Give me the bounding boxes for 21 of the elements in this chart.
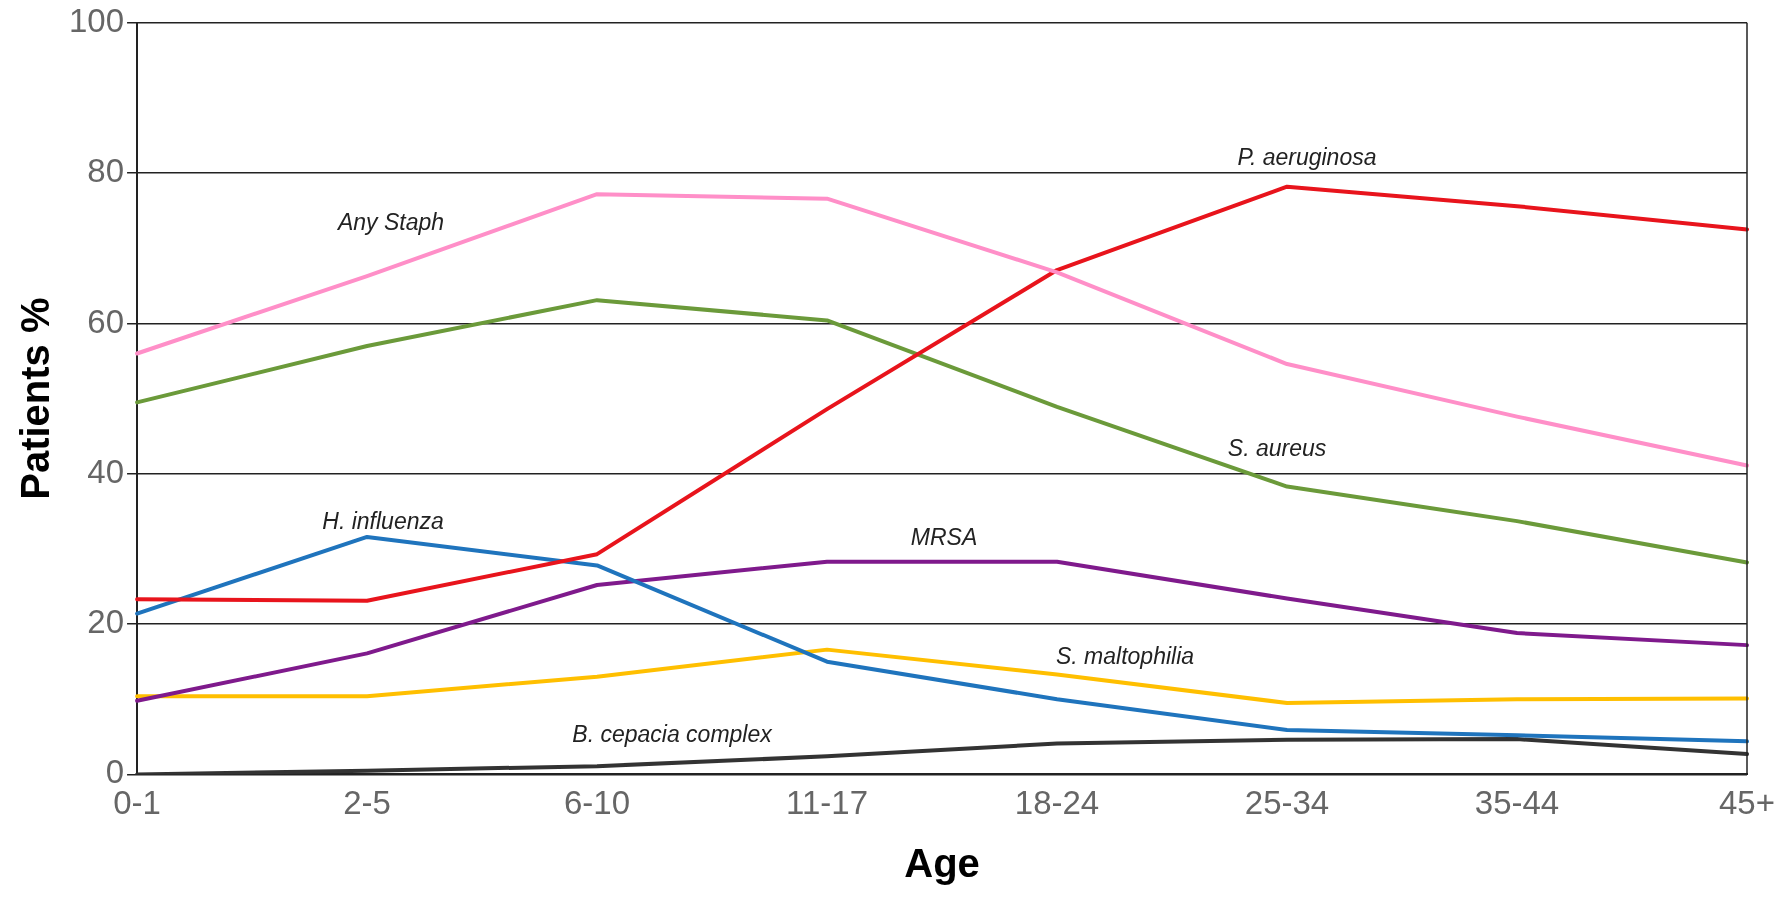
x-axis-title: Age — [904, 841, 980, 886]
series-label: H. influenza — [322, 508, 444, 535]
x-tick-label: 45+ — [1719, 784, 1775, 822]
x-tick-label: 18-24 — [1014, 784, 1100, 822]
x-tick-label: 25-34 — [1244, 784, 1330, 822]
x-tick-label: 2-5 — [343, 784, 391, 822]
y-tick-label: 100 — [69, 1, 125, 39]
y-tick-label: 80 — [87, 152, 125, 190]
y-axis-title: Patients % — [13, 297, 58, 500]
series-label: B. cepacia complex — [572, 720, 774, 747]
y-tick-label: 20 — [87, 603, 125, 641]
y-tick-label: 60 — [87, 302, 125, 340]
series-label: Any Staph — [335, 209, 445, 236]
series-label: MRSA — [910, 524, 978, 551]
series-label: P. aeruginosa — [1237, 144, 1377, 171]
x-tick-label: 11-17 — [786, 784, 869, 822]
y-tick-label: 40 — [87, 452, 125, 490]
series-label: S. aureus — [1227, 434, 1327, 461]
x-tick-label: 6-10 — [564, 784, 631, 822]
x-tick-label: 35-44 — [1474, 784, 1560, 822]
series-label: S. maltophilia — [1055, 642, 1195, 669]
